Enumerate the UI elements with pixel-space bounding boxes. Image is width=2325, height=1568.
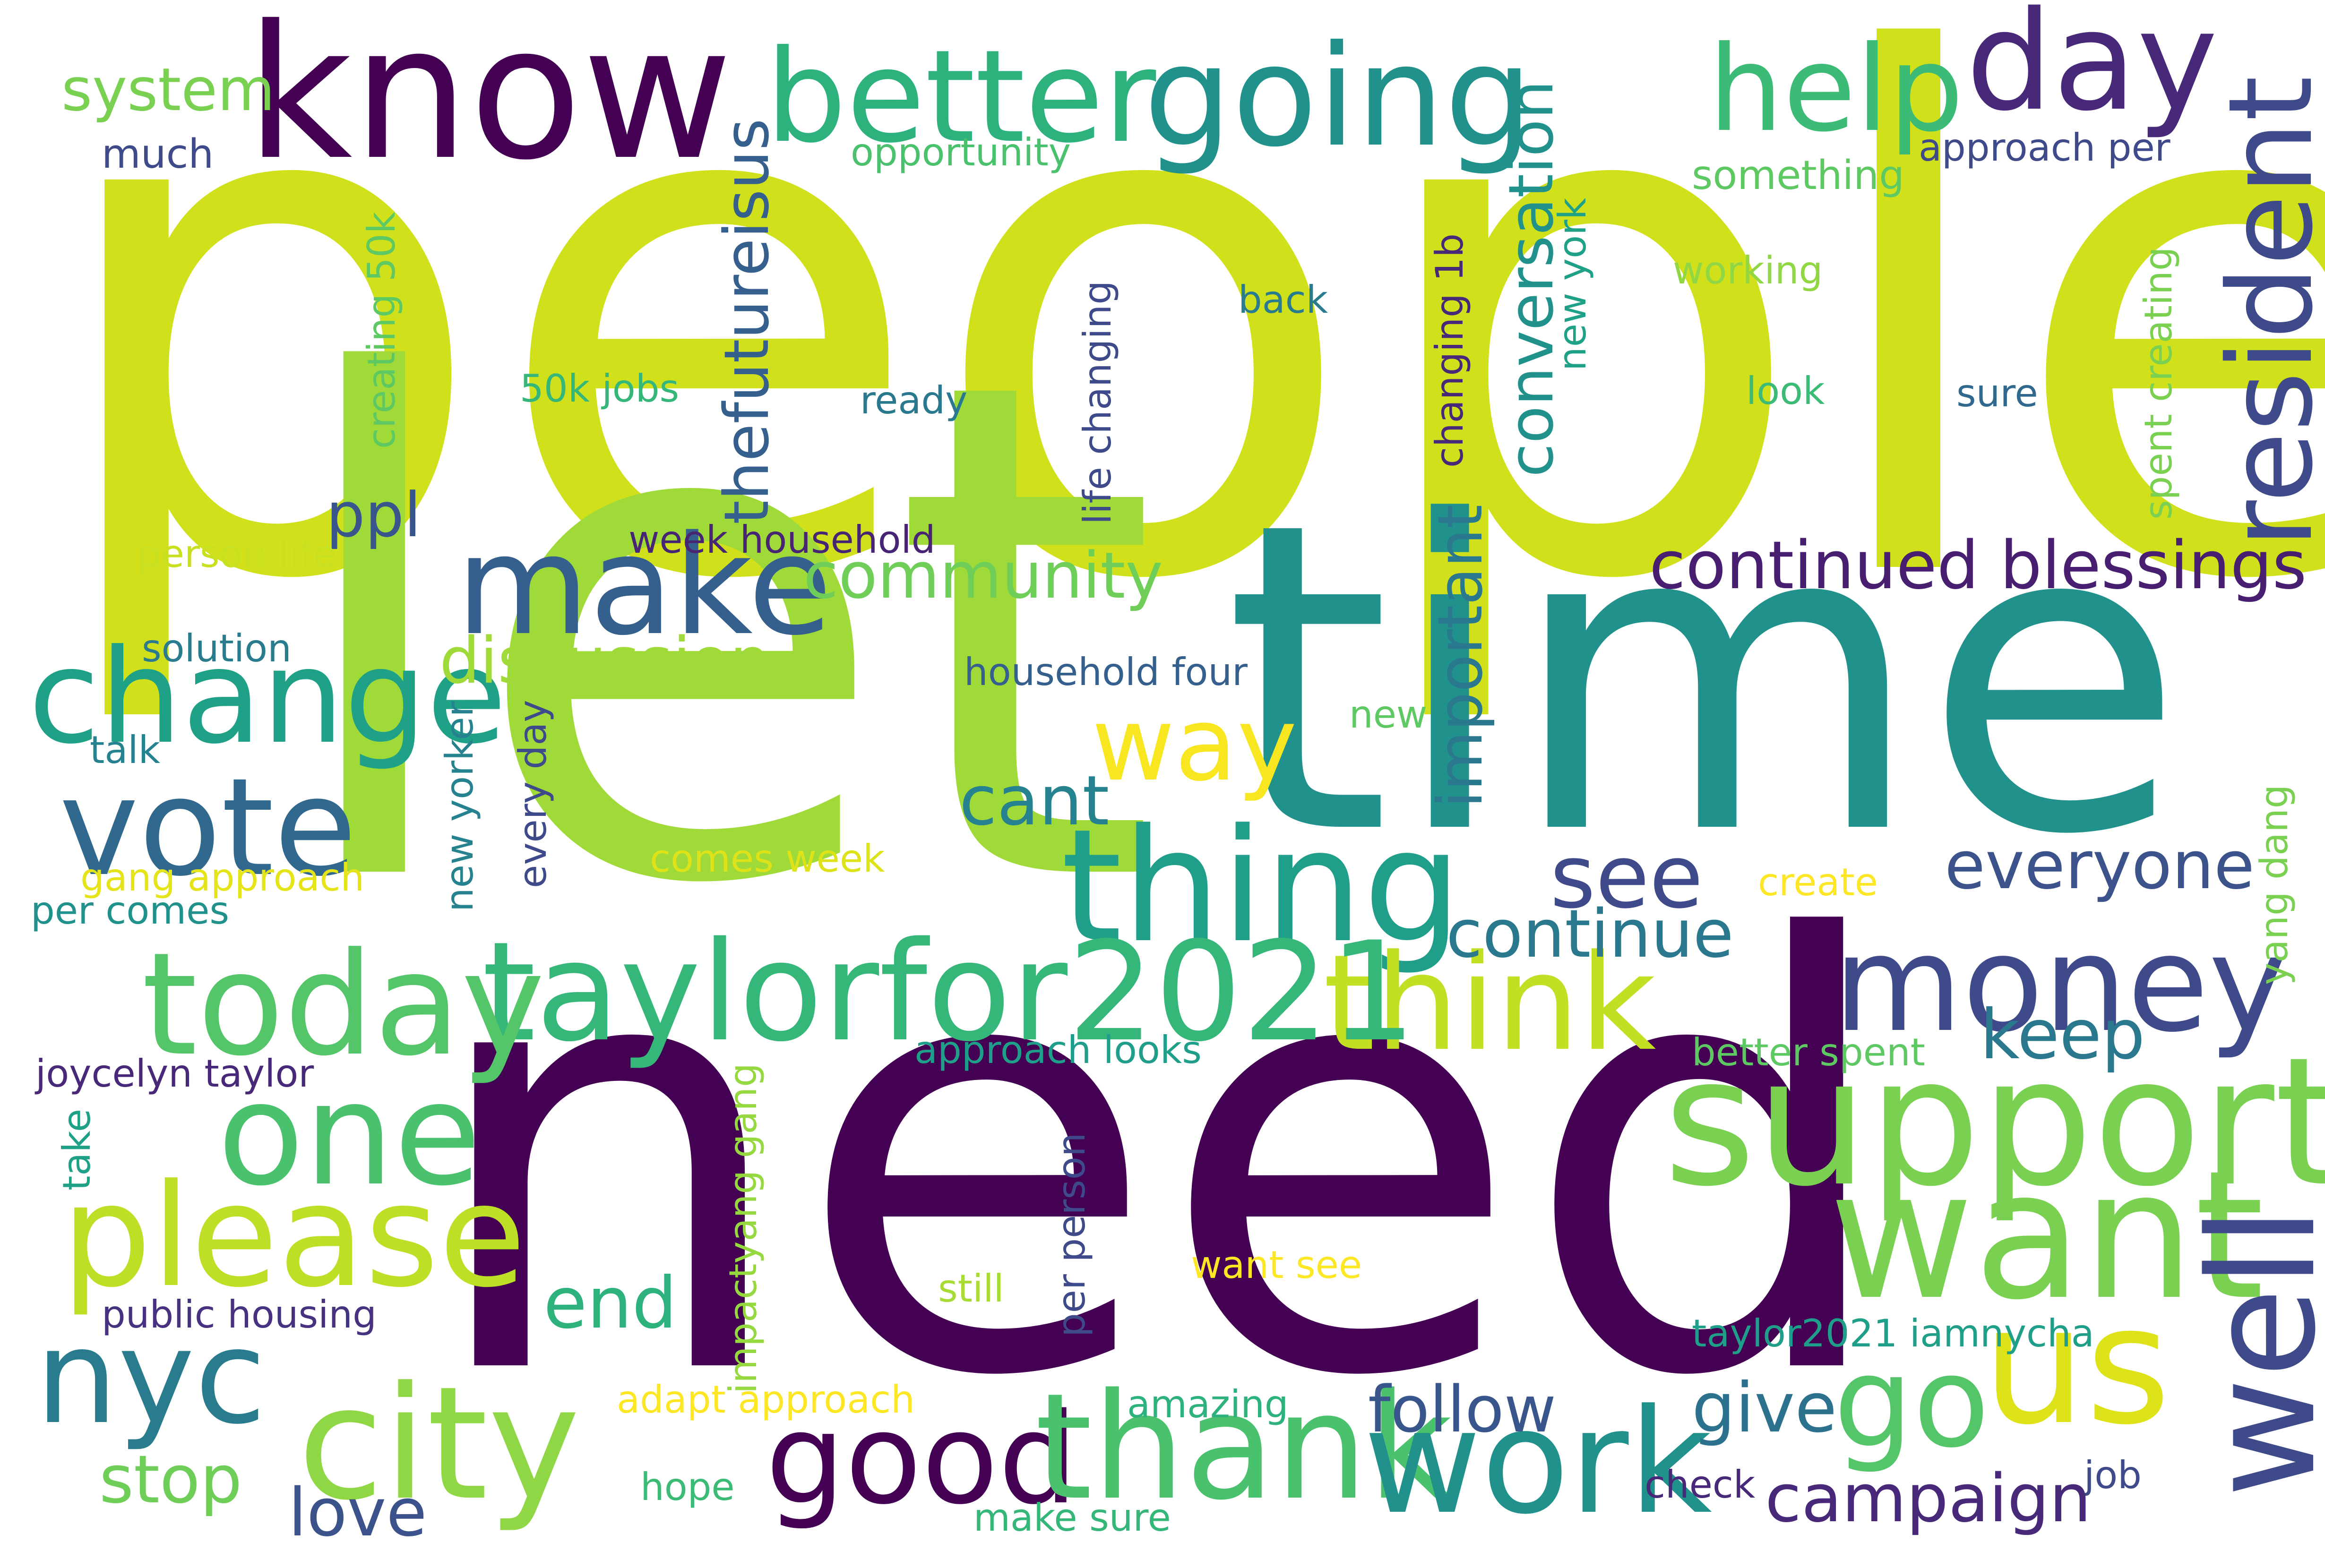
word-solution: solution bbox=[142, 626, 292, 670]
word-life-changing: life changing bbox=[1076, 281, 1119, 524]
word-make: make bbox=[456, 506, 832, 666]
word-people: people bbox=[40, 0, 2325, 734]
word-something: something bbox=[1692, 152, 1904, 199]
word-back: back bbox=[1238, 278, 1328, 322]
word-sure: sure bbox=[1956, 371, 2038, 415]
word-creating-50k: creating 50k bbox=[360, 211, 404, 449]
word-yang-dang: yang dang bbox=[2252, 784, 2296, 985]
word-job: job bbox=[2083, 1453, 2142, 1497]
word-impactyang-gang: impactyang gang bbox=[721, 1063, 765, 1394]
word-community: community bbox=[803, 539, 1163, 613]
word-today: today bbox=[142, 922, 545, 1087]
word-need: need bbox=[421, 817, 1897, 1505]
word-ready: ready bbox=[860, 378, 968, 422]
word-better: better bbox=[766, 22, 1157, 171]
word-still: still bbox=[938, 1267, 1004, 1311]
word-taylorfor2021: taylorfor2021 bbox=[482, 913, 1416, 1072]
word-opportunity: opportunity bbox=[851, 130, 1071, 174]
word-working: working bbox=[1673, 248, 1823, 292]
word-check: check bbox=[1645, 1463, 1756, 1507]
word-create: create bbox=[1758, 860, 1878, 904]
word-go: go bbox=[1834, 1330, 1989, 1475]
word-household-four: household four bbox=[964, 650, 1248, 694]
word-approach-looks: approach looks bbox=[914, 1028, 1202, 1072]
word-think: think bbox=[1323, 926, 1656, 1080]
word-new-york: new york bbox=[1550, 197, 1594, 371]
word-want: want bbox=[1829, 1133, 2264, 1339]
word-vote: vote bbox=[59, 749, 357, 906]
word-continue: continue bbox=[1446, 896, 1734, 973]
word-adapt-approach: adapt approach bbox=[617, 1378, 915, 1422]
word-take: take bbox=[55, 1109, 99, 1191]
word-resident: resident bbox=[2204, 76, 2325, 548]
word-conversation: conversation bbox=[1495, 80, 1567, 477]
word-stop: stop bbox=[99, 1441, 242, 1518]
word-hope: hope bbox=[640, 1465, 735, 1509]
word-spent-creating: spent creating bbox=[2136, 247, 2180, 520]
word-changing-1b: changing 1b bbox=[1428, 233, 1472, 468]
word-money: money bbox=[1834, 908, 2287, 1062]
word-public-housing: public housing bbox=[102, 1293, 377, 1337]
word-us: us bbox=[1982, 1271, 2170, 1461]
word-way: way bbox=[1092, 685, 1297, 804]
word-time: time bbox=[1224, 433, 2185, 927]
word-talk: talk bbox=[90, 728, 161, 772]
word-per-person: per person bbox=[1050, 1132, 1094, 1337]
word-amazing: amazing bbox=[1127, 1382, 1289, 1426]
word-continued-blessings: continued blessings bbox=[1649, 527, 2307, 604]
word-everyone: everyone bbox=[1945, 827, 2255, 904]
word-city: city bbox=[298, 1353, 580, 1534]
word-better-spent: better spent bbox=[1692, 1030, 1925, 1074]
word-going: going bbox=[1144, 15, 1533, 178]
word-comes-week: comes week bbox=[650, 837, 885, 881]
word-see: see bbox=[1550, 826, 1703, 928]
word-good: good bbox=[766, 1387, 1078, 1532]
word-love: love bbox=[288, 1474, 427, 1551]
word-please: please bbox=[61, 1154, 526, 1319]
word-system: system bbox=[61, 56, 275, 124]
word-50k-jobs: 50k jobs bbox=[520, 367, 679, 411]
word-joycelyn-taylor: joycelyn taylor bbox=[34, 1052, 314, 1096]
word-make-sure: make sure bbox=[973, 1496, 1171, 1540]
word-look: look bbox=[1746, 369, 1825, 413]
word-end: end bbox=[543, 1262, 677, 1345]
word-important: important bbox=[1424, 505, 1496, 808]
word-ppl: ppl bbox=[326, 479, 421, 551]
word-discussion: discussion bbox=[439, 624, 770, 698]
word-support: support bbox=[1663, 1020, 2325, 1225]
word-want-see: want see bbox=[1191, 1243, 1362, 1287]
word-change: change bbox=[28, 621, 507, 772]
word-thefutureisus: thefutureisus bbox=[711, 119, 783, 524]
word-new-yorker: new yorker bbox=[438, 701, 482, 912]
word-week-household: week household bbox=[629, 518, 936, 562]
word-gang-approach: gang approach bbox=[80, 856, 364, 900]
word-well: well bbox=[2178, 1206, 2325, 1498]
word-every-day: every day bbox=[511, 700, 555, 888]
word-campaign: campaign bbox=[1765, 1460, 2091, 1537]
word-work: work bbox=[1363, 1378, 1712, 1546]
word-nyc: nyc bbox=[35, 1302, 266, 1453]
word-let: let bbox=[279, 236, 1159, 1033]
word-day: day bbox=[1966, 0, 2218, 141]
word-keep: keep bbox=[1980, 995, 2145, 1075]
word-much: much bbox=[102, 131, 214, 178]
word-approach-per: approach per bbox=[1919, 126, 2170, 170]
word-thing: thing bbox=[1061, 796, 1462, 977]
word-cant: cant bbox=[959, 761, 1109, 841]
word-give: give bbox=[1692, 1368, 1837, 1448]
word-know: know bbox=[246, 0, 733, 200]
word-help: help bbox=[1708, 20, 1963, 158]
word-taylor2021-iamnycha: taylor2021 iamnycha bbox=[1692, 1311, 2094, 1355]
word-one: one bbox=[217, 1052, 481, 1217]
word-person-life: person life bbox=[137, 532, 336, 576]
word-new: new bbox=[1349, 693, 1427, 737]
word-per-comes: per comes bbox=[31, 889, 229, 933]
word-thank: thank bbox=[1035, 1362, 1453, 1533]
word-follow: follow bbox=[1368, 1372, 1556, 1447]
